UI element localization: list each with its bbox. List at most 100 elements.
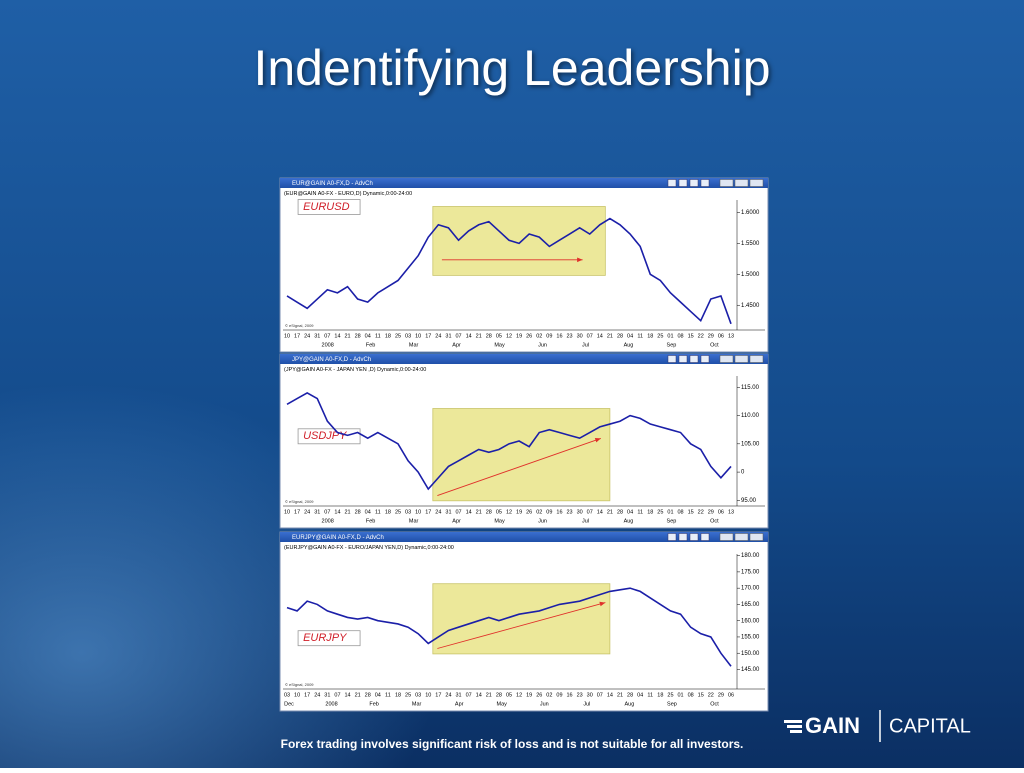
window-button — [734, 533, 749, 541]
x-tick-label: 07 — [455, 509, 461, 515]
month-label: Aug — [624, 518, 634, 524]
y-tick-label: 95.00 — [741, 498, 757, 504]
window-title: EUR@GAIN A0-FX,D - AdvCh — [292, 181, 373, 187]
x-tick-label: 07 — [597, 692, 603, 698]
price-line — [286, 217, 732, 325]
x-tick-label: 12 — [516, 692, 522, 698]
y-tick-label: 175.00 — [741, 569, 760, 575]
month-label: Sep — [667, 342, 677, 348]
x-tick-label: 22 — [698, 333, 704, 339]
chart-header: (EURJPY@GAIN A0-FX - EURO/JAPAN YEN,D) D… — [284, 545, 454, 551]
x-tick-label: 24 — [304, 333, 310, 339]
x-tick-label: 24 — [314, 692, 320, 698]
x-tick-label: 21 — [355, 692, 361, 698]
x-tick-label: 18 — [647, 509, 653, 515]
month-label: Oct — [710, 701, 719, 707]
x-tick-label: 10 — [294, 692, 300, 698]
x-tick-label: 16 — [556, 509, 562, 515]
y-tick-label: 160.00 — [741, 618, 760, 624]
x-tick-label: 22 — [698, 509, 704, 515]
copyright: © eSignal, 2009 — [285, 499, 314, 504]
x-tick-label: 14 — [334, 509, 340, 515]
x-tick-label: 01 — [667, 333, 673, 339]
x-tick-label: 15 — [698, 692, 704, 698]
x-tick-label: 24 — [435, 333, 441, 339]
window-button — [734, 355, 749, 363]
x-tick-label: 28 — [617, 509, 623, 515]
month-label: Aug — [624, 342, 634, 348]
x-tick-label: 31 — [314, 509, 320, 515]
x-tick-label: 18 — [647, 333, 653, 339]
x-tick-label: 31 — [445, 509, 451, 515]
pair-label: EURJPY — [303, 632, 347, 644]
x-tick-label: 10 — [415, 333, 421, 339]
arrow-head — [599, 601, 606, 607]
tool-icon — [689, 533, 699, 541]
trend-arrow — [437, 602, 606, 649]
x-tick-label: 03 — [405, 509, 411, 515]
highlight-box — [432, 408, 611, 502]
window-title: EURJPY@GAIN A0-FX,D - AdvCh — [292, 535, 384, 541]
x-tick-label: 07 — [334, 692, 340, 698]
x-tick-label: 11 — [637, 333, 643, 339]
highlight-box — [432, 583, 611, 655]
x-tick-label: 14 — [466, 333, 472, 339]
x-tick-label: 07 — [587, 333, 593, 339]
x-tick-label: 31 — [455, 692, 461, 698]
x-tick-label: 26 — [526, 333, 532, 339]
x-tick-label: 29 — [718, 692, 724, 698]
x-tick-label: 17 — [425, 509, 431, 515]
x-tick-label: 04 — [375, 692, 381, 698]
month-label: Apr — [452, 518, 461, 524]
arrow-head — [577, 257, 583, 263]
x-tick-label: 23 — [577, 692, 583, 698]
highlight-box — [432, 206, 606, 276]
x-tick-label: 29 — [708, 333, 714, 339]
logo-stripe — [787, 725, 802, 728]
window-button — [749, 355, 764, 363]
x-tick-label: 17 — [425, 333, 431, 339]
chart-window: EURJPY@GAIN A0-FX,D - AdvCh (EURJPY@GAIN … — [279, 531, 769, 712]
x-tick-label: 31 — [445, 333, 451, 339]
tool-icon — [678, 179, 688, 187]
month-label: May — [497, 701, 508, 707]
logo-gain: GAIN — [805, 713, 860, 738]
x-tick-label: 11 — [385, 692, 391, 698]
x-tick-label: 17 — [435, 692, 441, 698]
month-label: Feb — [369, 701, 378, 707]
disclaimer: Forex trading involves significant risk … — [281, 737, 744, 751]
logo: GAIN CAPITAL — [784, 710, 971, 742]
month-label: 2008 — [322, 518, 334, 524]
month-label: Aug — [624, 701, 634, 707]
x-tick-label: 09 — [546, 509, 552, 515]
x-tick-label: 28 — [627, 692, 633, 698]
x-tick-label: 08 — [688, 692, 694, 698]
x-tick-label: 07 — [324, 509, 330, 515]
y-tick-label: 155.00 — [741, 635, 760, 641]
x-tick-label: 28 — [486, 333, 492, 339]
window-button — [719, 179, 734, 187]
x-tick-label: 14 — [344, 692, 350, 698]
x-tick-label: 07 — [587, 509, 593, 515]
y-tick-label: 0 — [741, 470, 745, 476]
window-button — [749, 533, 764, 541]
x-tick-label: 22 — [708, 692, 714, 698]
x-tick-label: 14 — [466, 509, 472, 515]
x-tick-label: 26 — [536, 692, 542, 698]
x-tick-label: 21 — [607, 333, 613, 339]
y-tick-label: 165.00 — [741, 602, 760, 608]
x-tick-label: 21 — [607, 509, 613, 515]
x-tick-label: 25 — [657, 333, 663, 339]
month-label: Sep — [667, 701, 677, 707]
x-tick-label: 16 — [566, 692, 572, 698]
month-label: Jul — [582, 342, 589, 348]
x-tick-label: 01 — [677, 692, 683, 698]
x-tick-label: 07 — [324, 333, 330, 339]
y-tick-label: 1.6000 — [741, 210, 760, 216]
x-tick-label: 04 — [637, 692, 643, 698]
x-tick-label: 21 — [344, 509, 350, 515]
y-tick-label: 110.00 — [741, 413, 760, 419]
x-tick-label: 07 — [455, 333, 461, 339]
x-tick-label: 18 — [385, 509, 391, 515]
